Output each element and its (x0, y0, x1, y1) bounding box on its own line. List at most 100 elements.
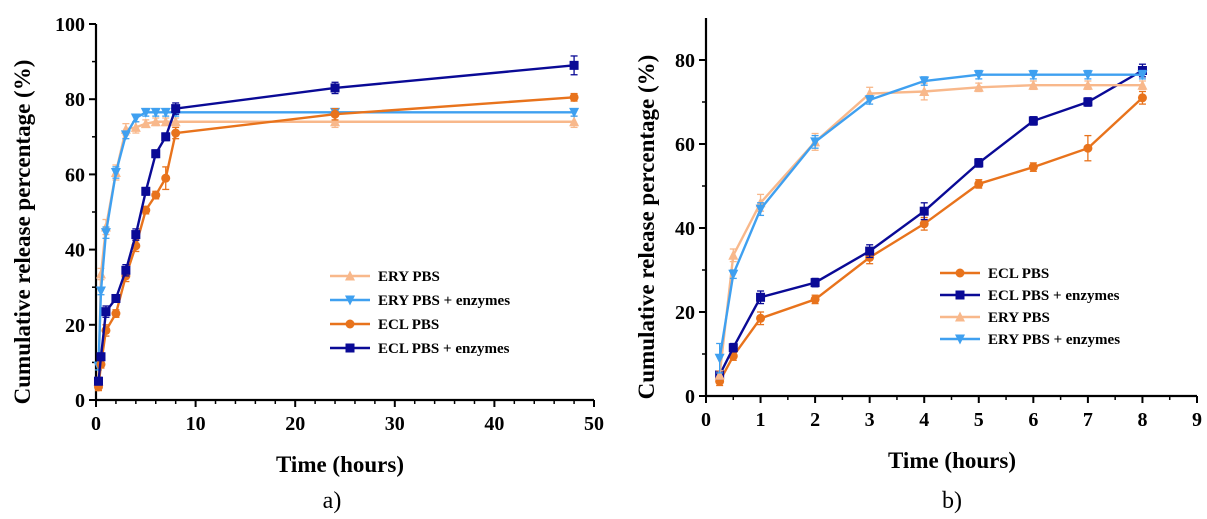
data-point (121, 265, 131, 275)
legend-marker (955, 290, 965, 300)
x-tick-label: 3 (865, 409, 875, 431)
y-tick-label: 60 (675, 134, 695, 156)
chart-a: 0 10 20 30 40 50 0 20 40 60 80 100 Time (hours) Cumul… (10, 14, 604, 514)
legend-entry: ERY PBS + enzymes (940, 332, 1120, 348)
data-point (569, 116, 580, 127)
x-tick-label: 50 (584, 413, 604, 435)
legend-label: ERY PBS + enzymes (988, 332, 1120, 348)
data-point (569, 92, 579, 102)
legend-entry: ECL PBS + enzymes (940, 288, 1120, 304)
series-ery-pbs-enzymes (714, 69, 1148, 374)
panel-label: b) (942, 488, 962, 514)
data-point (111, 293, 121, 303)
data-point (810, 137, 821, 148)
legend-label: ERY PBS (378, 269, 440, 285)
data-point (171, 104, 181, 114)
data-point (150, 107, 161, 118)
series-line (718, 69, 1144, 376)
data-point (1083, 143, 1093, 153)
series-line (718, 83, 1143, 376)
data-point (111, 309, 121, 319)
data-point (161, 173, 171, 183)
data-point (1083, 97, 1093, 107)
data-point (131, 230, 141, 240)
data-point (1028, 116, 1038, 126)
data-point (728, 269, 739, 280)
data-point (160, 116, 171, 127)
data-point (919, 86, 930, 96)
y-tick-label: 40 (65, 240, 85, 262)
y-tick-label: 20 (65, 315, 85, 337)
x-tick-label: 8 (1137, 409, 1147, 431)
data-point (141, 186, 151, 196)
y-tick-label: 80 (65, 89, 85, 111)
data-point (161, 132, 171, 142)
y-tick-label: 40 (675, 218, 695, 240)
x-tick-label: 1 (756, 409, 766, 431)
x-tick-label: 0 (701, 409, 711, 431)
legend-marker (345, 295, 355, 306)
legend-entry: ERY PBS (940, 310, 1050, 326)
series-line (97, 64, 575, 382)
data-point (919, 219, 929, 229)
legend-label: ECL PBS (988, 266, 1049, 282)
data-point (330, 83, 340, 93)
data-point (140, 118, 151, 129)
data-point (1082, 79, 1093, 90)
data-point (1028, 79, 1039, 90)
legend-label: ECL PBS + enzymes (378, 341, 510, 357)
data-point (569, 107, 580, 118)
data-point (100, 228, 111, 239)
y-tick-label: 100 (55, 14, 85, 36)
x-tick-label: 2 (810, 409, 820, 431)
data-point (330, 116, 341, 127)
data-point (974, 179, 984, 189)
x-axis-title: Time (hours) (276, 452, 404, 477)
series-line (718, 73, 1143, 359)
data-point (95, 286, 106, 297)
legend-marker (955, 311, 965, 322)
data-point (130, 121, 141, 132)
x-axis-title: Time (hours) (888, 448, 1016, 473)
data-point (865, 246, 875, 256)
y-tick-label: 20 (675, 302, 695, 324)
series-ecl-pbs-enzymes (93, 55, 579, 386)
x-tick-label: 9 (1192, 409, 1202, 431)
legend-label: ERY PBS (988, 310, 1050, 326)
data-point (1137, 70, 1148, 81)
legend-marker (955, 268, 965, 278)
data-point (756, 292, 766, 302)
data-point (974, 158, 984, 168)
data-point (973, 81, 984, 92)
data-point (714, 353, 725, 364)
data-point (95, 268, 106, 279)
data-point (1082, 70, 1093, 81)
data-point (569, 60, 579, 70)
x-tick-label: 0 (91, 413, 101, 435)
data-point (728, 249, 739, 260)
legend-marker (955, 334, 965, 345)
data-point (1137, 79, 1148, 90)
legend-entry: ERY PBS + enzymes (330, 293, 510, 309)
data-point (755, 204, 766, 215)
data-point (171, 128, 181, 138)
data-point (1028, 70, 1039, 81)
data-point (170, 116, 181, 127)
x-tick-label: 10 (186, 413, 206, 435)
x-tick-label: 5 (974, 409, 984, 431)
data-point (919, 76, 930, 87)
data-point (93, 376, 103, 386)
x-tick-label: 20 (285, 413, 305, 435)
y-axis-title: Cumulative release percentage (%) (10, 60, 35, 405)
data-point (151, 149, 161, 159)
chart-b: 0 1 2 3 4 5 6 7 8 9 0 20 40 60 80 Time (hours) Cumulativ… (634, 18, 1202, 514)
x-tick-label: 30 (385, 413, 405, 435)
panel-label: a) (323, 488, 342, 514)
series-line (97, 111, 575, 367)
series-ery-pbs-enzymes (93, 107, 580, 372)
data-point (140, 107, 151, 118)
data-point (919, 206, 929, 216)
data-point (973, 70, 984, 81)
data-point (810, 294, 820, 304)
